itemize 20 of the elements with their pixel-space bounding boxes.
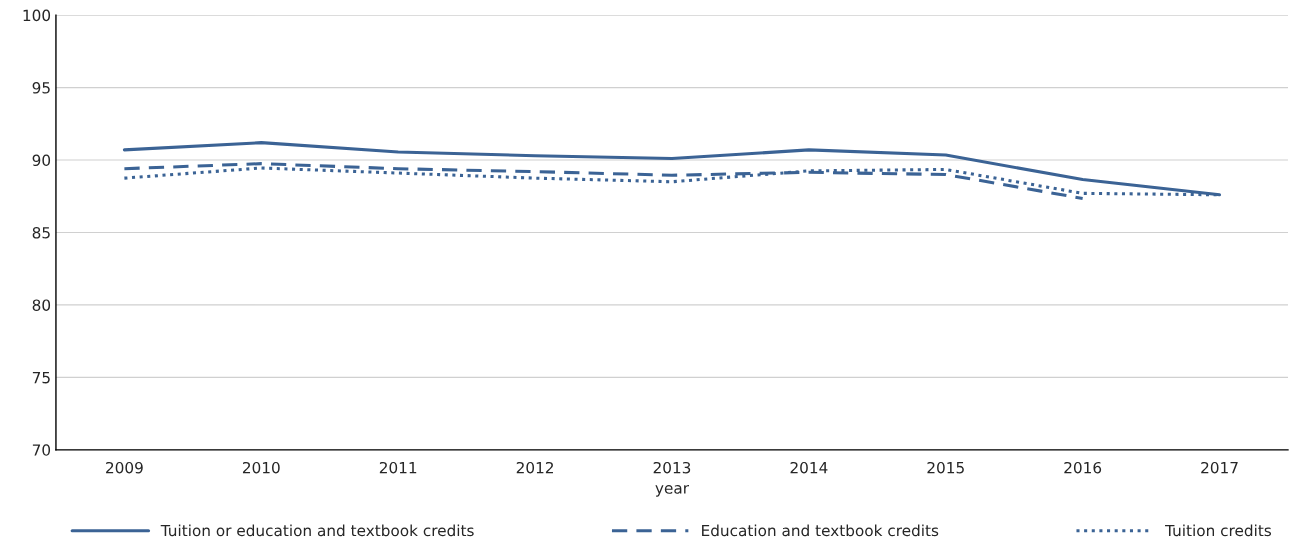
y-tick-label: 70 bbox=[32, 444, 51, 456]
y-tick-label: 100 bbox=[23, 9, 51, 22]
x-axis-title: year bbox=[655, 485, 690, 497]
legend-label: Tuition credits bbox=[1165, 524, 1272, 537]
x-tick-label: 2016 bbox=[1064, 461, 1102, 474]
x-tick-label: 2013 bbox=[653, 461, 691, 474]
x-tick-label: 2010 bbox=[242, 461, 280, 474]
x-tick-label: 2009 bbox=[106, 461, 143, 474]
y-tick-label: 95 bbox=[32, 82, 50, 94]
y-tick-label: 75 bbox=[32, 372, 50, 384]
y-tick-label: 90 bbox=[32, 154, 51, 167]
x-tick-label: 2011 bbox=[379, 461, 417, 474]
x-tick-label: 2017 bbox=[1201, 461, 1238, 474]
x-tick-label: 2015 bbox=[927, 461, 964, 474]
legend-label: Tuition or education and textbook credits bbox=[160, 524, 474, 537]
y-tick-label: 85 bbox=[32, 226, 50, 239]
y-tick-label: 80 bbox=[32, 299, 51, 311]
legend-label: Education and textbook credits bbox=[702, 524, 939, 537]
x-tick-label: 2014 bbox=[790, 461, 828, 474]
x-tick-label: 2012 bbox=[516, 461, 553, 474]
